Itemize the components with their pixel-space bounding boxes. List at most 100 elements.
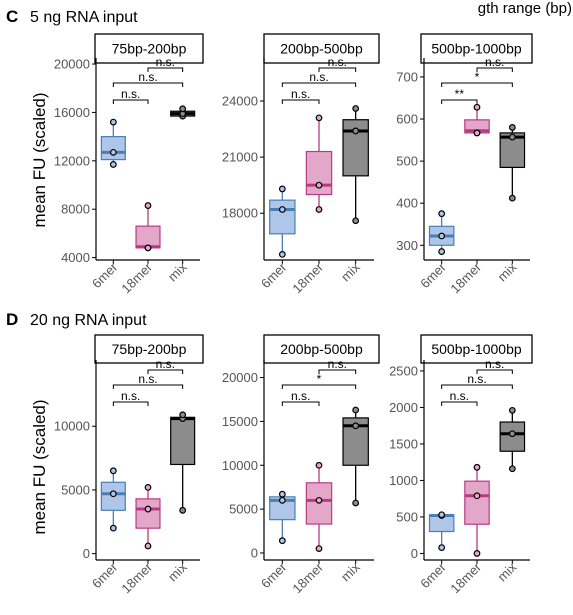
comparison-6mer-18mer: n.s.	[281, 87, 320, 104]
y-tick-label: 0	[83, 546, 90, 561]
y-tick-label: 2500	[389, 363, 418, 378]
y-tick-label: 10000	[54, 419, 90, 434]
comparison-6mer-18mer: n.s.	[281, 389, 320, 406]
y-tick-label: 500	[396, 509, 418, 524]
bracket-line	[147, 67, 184, 72]
bracket-label: n.s.	[138, 70, 157, 84]
row-c-label: 5 ng RNA input	[30, 9, 138, 26]
bracket-label: n.s.	[291, 389, 310, 403]
data-point	[352, 406, 360, 414]
data-point	[278, 537, 286, 545]
y-tick-label: 4000	[61, 250, 90, 265]
box-body	[305, 150, 333, 196]
bracket-line	[112, 401, 149, 406]
panel-title-box	[420, 334, 533, 364]
y-tick-label: 400	[396, 196, 418, 211]
x-tick-label: 18mer	[118, 559, 155, 596]
y-tick-label: 600	[396, 112, 418, 127]
comparison-18mer-mix: n.s.	[147, 357, 184, 374]
box-mix	[170, 105, 196, 120]
y-tick-label: 15000	[222, 414, 258, 429]
x-tick-label: mix	[495, 259, 520, 284]
data-point	[179, 411, 187, 419]
data-point	[352, 127, 360, 135]
x-tick-label: 6mer	[417, 259, 449, 291]
bracket-line	[476, 369, 513, 374]
y-tick-label: 20000	[222, 370, 258, 385]
y-tick-label: 2000	[389, 400, 418, 415]
comparison-18mer-mix: n.s.	[147, 55, 184, 72]
data-point	[179, 105, 187, 113]
bracket-line	[441, 384, 513, 389]
data-point	[109, 490, 117, 498]
row-c-ylabel: mean FU (scaled)	[30, 92, 49, 227]
bracket-label: n.s.	[467, 372, 486, 386]
box-18mer	[464, 463, 490, 557]
box-6mer	[269, 490, 296, 545]
data-point	[438, 210, 446, 218]
bracket-line	[318, 67, 357, 72]
comparison-6mer-18mer: n.s.	[112, 87, 149, 104]
panel-title: 75bp-200bp	[112, 341, 187, 357]
data-point	[508, 194, 516, 202]
comparison-18mer-mix: n.s.	[318, 55, 357, 72]
bracket-label: n.s.	[156, 55, 175, 69]
bracket-label: *	[317, 372, 322, 386]
comparison-6mer-mix: *	[441, 70, 513, 87]
y-tick-label: 1000	[389, 473, 418, 488]
comparison-18mer-mix: n.s.	[318, 357, 357, 374]
data-point	[508, 430, 516, 438]
data-point	[352, 499, 360, 507]
data-point	[315, 206, 323, 213]
data-point	[278, 206, 286, 213]
y-tick-label: 8000	[61, 202, 90, 217]
bracket-line	[112, 82, 184, 87]
panel-title-box	[94, 33, 204, 64]
panel-title: 200bp-500bp	[280, 41, 363, 57]
bracket-line	[441, 99, 478, 104]
panel-d-3: 500bp-1000bp 0 500 1000 1500 2000 2500 6mer18me…	[389, 334, 533, 596]
box-18mer	[135, 202, 161, 252]
comparison-18mer-mix: n.s.	[476, 357, 513, 374]
data-point	[438, 248, 446, 255]
panel-title-box	[94, 334, 204, 364]
y-tick-label: 5000	[229, 502, 258, 517]
data-point	[315, 181, 323, 189]
box-body	[464, 480, 490, 525]
data-point	[508, 406, 516, 414]
data-point	[473, 463, 481, 471]
row-d-label: 20 ng RNA input	[30, 312, 147, 329]
x-tick-label: 18mer	[447, 259, 484, 296]
box-body	[269, 199, 296, 235]
y-tick-label: 12000	[54, 153, 90, 168]
box-body	[100, 136, 126, 161]
box-18mer	[305, 114, 333, 213]
data-point	[278, 250, 286, 258]
panels-layer: 75bp-200bp400080001200016000200006mer18m…	[54, 33, 533, 596]
data-point	[473, 129, 481, 137]
comparison-6mer-18mer: n.s.	[112, 389, 149, 406]
data-point	[352, 422, 360, 430]
bracket-label: n.s.	[138, 372, 157, 386]
panel-c-1: 75bp-200bp 4000 8000 12000 16000 20000 6mer18m…	[54, 33, 204, 296]
y-tick-label: 1500	[389, 436, 418, 451]
data-point	[315, 545, 323, 552]
y-tick-label: 700	[396, 69, 418, 84]
data-point	[473, 550, 481, 557]
box-6mer	[100, 118, 126, 168]
data-point	[109, 524, 117, 532]
bracket-label: n.s.	[309, 70, 328, 84]
box-18mer	[305, 461, 333, 552]
data-point	[278, 496, 286, 504]
bracket-line	[281, 384, 357, 389]
data-point	[352, 217, 360, 225]
panel-c-2: 200bp-500bp 18000 21000 24000 6mer 18mer mix n.…	[222, 33, 380, 296]
y-tick-label: 0	[411, 546, 418, 561]
comparison-6mer-mix: *	[281, 372, 357, 389]
box-mix	[342, 105, 369, 225]
bracket-label: n.s.	[328, 357, 347, 371]
data-point	[109, 467, 117, 475]
bracket-label: **	[455, 87, 465, 101]
